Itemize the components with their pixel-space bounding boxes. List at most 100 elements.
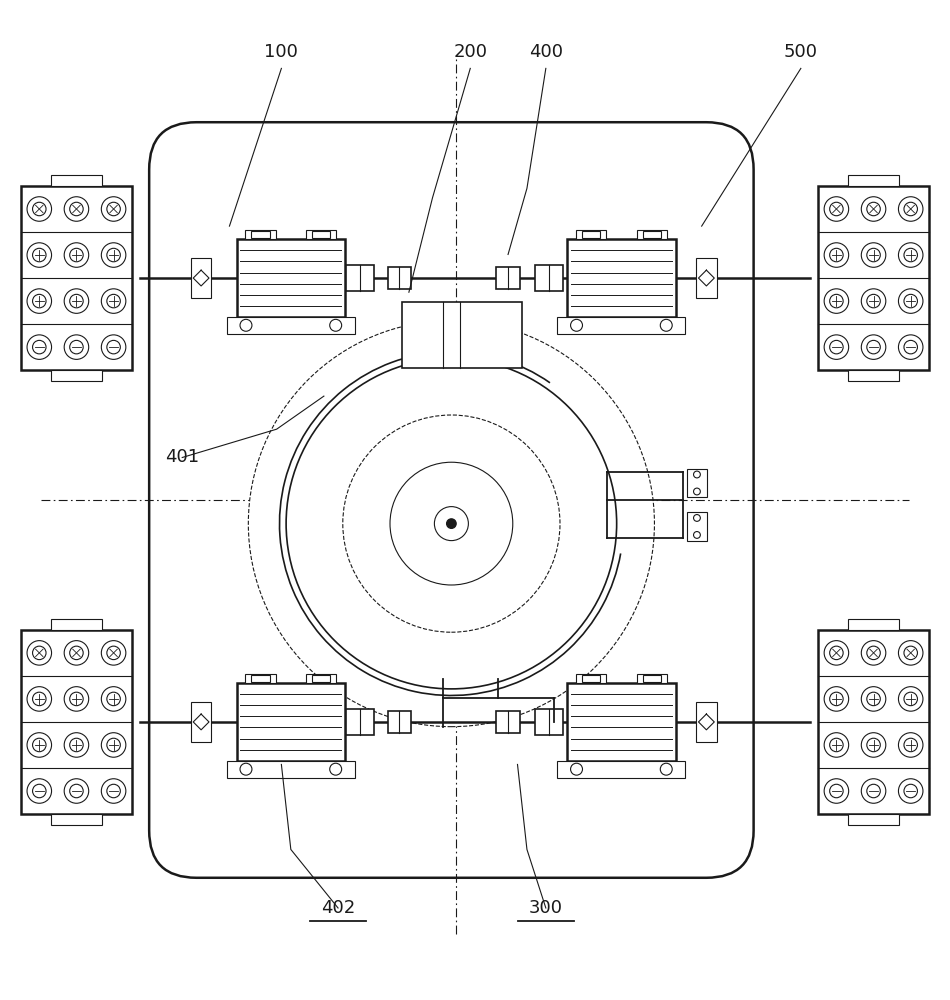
Circle shape — [27, 243, 51, 267]
Bar — [558, 761, 686, 778]
Bar — [51, 619, 102, 630]
Circle shape — [32, 646, 46, 660]
Circle shape — [32, 784, 46, 798]
Bar — [687, 512, 708, 541]
Circle shape — [106, 340, 121, 354]
Circle shape — [106, 202, 121, 216]
Circle shape — [65, 197, 88, 221]
Circle shape — [829, 784, 844, 798]
Circle shape — [434, 507, 468, 541]
Circle shape — [694, 532, 700, 538]
Circle shape — [102, 197, 125, 221]
Circle shape — [829, 294, 844, 308]
Bar — [818, 630, 929, 814]
Circle shape — [102, 733, 125, 757]
Circle shape — [694, 488, 700, 495]
Circle shape — [343, 415, 560, 632]
Bar — [245, 674, 275, 683]
Circle shape — [106, 294, 121, 308]
Bar — [313, 675, 331, 682]
Circle shape — [862, 197, 885, 221]
Circle shape — [330, 319, 342, 331]
Circle shape — [106, 248, 121, 262]
Bar — [496, 711, 520, 733]
Circle shape — [69, 202, 84, 216]
Circle shape — [825, 289, 848, 313]
Circle shape — [825, 733, 848, 757]
Circle shape — [240, 319, 252, 331]
Bar — [51, 370, 102, 381]
Circle shape — [27, 335, 51, 359]
Circle shape — [248, 321, 655, 727]
Bar — [643, 231, 661, 238]
Bar — [245, 230, 275, 239]
Circle shape — [825, 687, 848, 711]
Bar — [21, 186, 132, 370]
Circle shape — [904, 294, 918, 308]
Bar — [636, 230, 667, 239]
Circle shape — [829, 248, 844, 262]
Bar — [191, 702, 212, 742]
Bar — [567, 239, 675, 317]
FancyBboxPatch shape — [149, 122, 753, 878]
Circle shape — [102, 687, 125, 711]
Circle shape — [829, 738, 844, 752]
Bar — [848, 619, 899, 630]
Circle shape — [286, 358, 617, 689]
Circle shape — [32, 340, 46, 354]
Circle shape — [65, 243, 88, 267]
Circle shape — [571, 763, 582, 775]
Circle shape — [904, 340, 918, 354]
Bar — [848, 370, 899, 381]
Circle shape — [27, 641, 51, 665]
Circle shape — [102, 289, 125, 313]
Bar — [227, 761, 355, 778]
Circle shape — [904, 738, 918, 752]
Circle shape — [106, 784, 121, 798]
Bar — [51, 814, 102, 825]
Circle shape — [904, 784, 918, 798]
Circle shape — [862, 289, 885, 313]
Text: 200: 200 — [453, 43, 487, 61]
Bar — [227, 317, 355, 334]
Circle shape — [65, 289, 88, 313]
Bar — [581, 231, 600, 238]
Text: 401: 401 — [165, 448, 200, 466]
Bar — [313, 231, 331, 238]
Circle shape — [32, 248, 46, 262]
Circle shape — [899, 335, 923, 359]
Circle shape — [65, 687, 88, 711]
Circle shape — [899, 197, 923, 221]
Text: 300: 300 — [529, 899, 562, 917]
Circle shape — [862, 733, 885, 757]
Circle shape — [862, 243, 885, 267]
Circle shape — [106, 692, 121, 706]
Circle shape — [446, 519, 456, 528]
Circle shape — [825, 641, 848, 665]
Circle shape — [571, 319, 582, 331]
Circle shape — [829, 692, 844, 706]
Circle shape — [899, 641, 923, 665]
Circle shape — [330, 763, 342, 775]
Bar — [388, 267, 411, 289]
Circle shape — [694, 471, 700, 478]
Circle shape — [27, 779, 51, 803]
Circle shape — [862, 335, 885, 359]
Circle shape — [240, 763, 252, 775]
Circle shape — [904, 646, 918, 660]
Text: 402: 402 — [321, 899, 355, 917]
Circle shape — [69, 738, 84, 752]
Bar — [252, 675, 270, 682]
Bar — [581, 675, 600, 682]
Circle shape — [32, 202, 46, 216]
Bar — [636, 674, 667, 683]
Circle shape — [899, 779, 923, 803]
Text: 400: 400 — [529, 43, 562, 61]
Bar — [237, 239, 345, 317]
Bar — [687, 469, 708, 497]
Circle shape — [866, 294, 881, 308]
Bar — [496, 267, 520, 289]
Bar — [21, 630, 132, 814]
Circle shape — [866, 248, 881, 262]
Circle shape — [106, 646, 121, 660]
